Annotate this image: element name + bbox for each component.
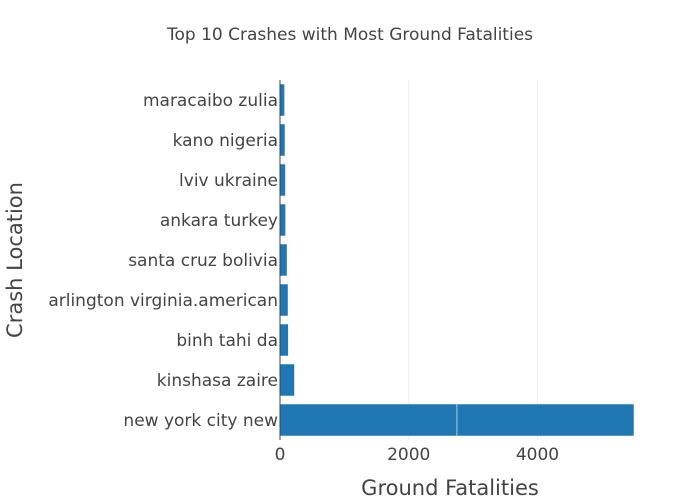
grid-layer [408, 80, 538, 440]
category-label: lviv ukraine [179, 171, 278, 191]
bar[interactable] [456, 403, 635, 437]
category-label: santa cruz bolivia [128, 251, 278, 271]
bar[interactable] [279, 363, 295, 397]
category-label: maracaibo zulia [143, 91, 278, 111]
category-label: arlington virginia.american [48, 291, 278, 311]
category-label: ankara turkey [160, 211, 278, 231]
category-labels: maracaibo zulia kano nigeria lviv ukraine a… [48, 91, 278, 431]
chart-title: Top 10 Crashes with Most Ground Fataliti… [166, 25, 533, 45]
x-tick-label: 2000 [387, 445, 430, 465]
bar[interactable] [279, 403, 458, 437]
x-tick-label: 4000 [516, 445, 559, 465]
x-tick-label: 0 [275, 445, 286, 465]
category-label: new york city new [123, 411, 278, 431]
bar[interactable] [279, 203, 286, 237]
bar[interactable] [279, 163, 286, 197]
category-label: kano nigeria [173, 131, 278, 151]
bar[interactable] [279, 243, 288, 277]
bar[interactable] [279, 83, 285, 117]
bar[interactable] [279, 123, 286, 157]
bar[interactable] [279, 323, 289, 357]
bar[interactable] [279, 283, 289, 317]
category-label: binh tahi da [176, 331, 278, 351]
y-axis-title: Crash Location [3, 182, 27, 338]
x-axis-title: Ground Fatalities [361, 476, 539, 500]
bars-layer [279, 83, 635, 437]
category-label: kinshasa zaire [157, 371, 278, 391]
x-tick-labels: 0 2000 4000 [275, 445, 560, 465]
